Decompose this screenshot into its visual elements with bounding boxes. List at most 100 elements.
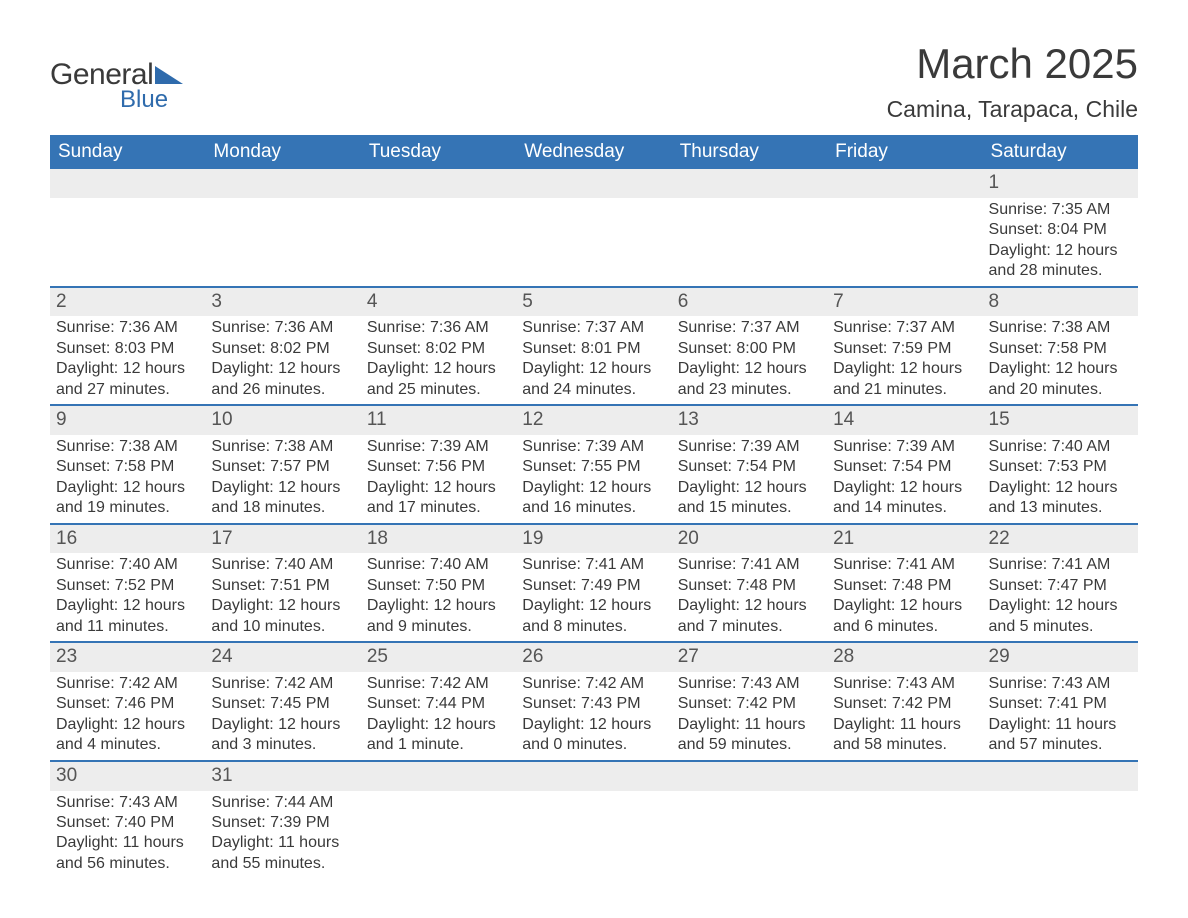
day-cell-header: 11 <box>361 405 516 435</box>
day-number: 9 <box>50 406 205 435</box>
day-cell-header: 19 <box>516 524 671 554</box>
day-number: 29 <box>983 643 1138 672</box>
daylight-line-1: Daylight: 11 hours <box>56 833 199 853</box>
day-number: 11 <box>361 406 516 435</box>
daylight-line-1: Daylight: 12 hours <box>211 359 354 379</box>
day-cell-body: Sunrise: 7:43 AMSunset: 7:41 PMDaylight:… <box>983 672 1138 761</box>
daylight-line-1: Daylight: 12 hours <box>56 478 199 498</box>
daylight-line-2: and 27 minutes. <box>56 380 199 400</box>
daylight-line-1: Daylight: 11 hours <box>833 715 976 735</box>
day-cell-header: 13 <box>672 405 827 435</box>
day-cell-header: 21 <box>827 524 982 554</box>
daylight-line-1: Daylight: 12 hours <box>367 715 510 735</box>
daylight-line-1: Daylight: 12 hours <box>211 596 354 616</box>
daylight-line-1: Daylight: 12 hours <box>833 359 976 379</box>
day-cell-body: Sunrise: 7:40 AMSunset: 7:50 PMDaylight:… <box>361 553 516 642</box>
sunset-line: Sunset: 7:53 PM <box>989 457 1132 477</box>
daynum-row: 23242526272829 <box>50 642 1138 672</box>
day-number: 26 <box>516 643 671 672</box>
sunrise-line: Sunrise: 7:37 AM <box>678 318 821 338</box>
logo-text-2: Blue <box>120 86 168 114</box>
day-cell-header <box>983 761 1138 791</box>
day-cell-body: Sunrise: 7:41 AMSunset: 7:48 PMDaylight:… <box>672 553 827 642</box>
daylight-line-2: and 20 minutes. <box>989 380 1132 400</box>
day-number <box>205 169 360 198</box>
daylight-line-1: Daylight: 12 hours <box>56 359 199 379</box>
day-cell-body: Sunrise: 7:36 AMSunset: 8:02 PMDaylight:… <box>205 316 360 405</box>
daylight-line-2: and 15 minutes. <box>678 498 821 518</box>
day-cell-header: 25 <box>361 642 516 672</box>
day-cell-body <box>983 791 1138 879</box>
day-cell-header: 20 <box>672 524 827 554</box>
day-number: 19 <box>516 525 671 554</box>
day-cell-header: 24 <box>205 642 360 672</box>
sunset-line: Sunset: 8:01 PM <box>522 339 665 359</box>
daylight-line-1: Daylight: 11 hours <box>989 715 1132 735</box>
daylight-line-2: and 9 minutes. <box>367 617 510 637</box>
day-cell-body: Sunrise: 7:44 AMSunset: 7:39 PMDaylight:… <box>205 791 360 879</box>
day-cell-header: 8 <box>983 287 1138 317</box>
day-number <box>516 762 671 791</box>
day-cell-body: Sunrise: 7:36 AMSunset: 8:02 PMDaylight:… <box>361 316 516 405</box>
day-number: 23 <box>50 643 205 672</box>
sunrise-line: Sunrise: 7:44 AM <box>211 793 354 813</box>
daylight-line-2: and 18 minutes. <box>211 498 354 518</box>
sunrise-line: Sunrise: 7:37 AM <box>833 318 976 338</box>
sunset-line: Sunset: 7:58 PM <box>56 457 199 477</box>
sunset-line: Sunset: 8:02 PM <box>367 339 510 359</box>
sunrise-line: Sunrise: 7:43 AM <box>678 674 821 694</box>
day-cell-header: 17 <box>205 524 360 554</box>
sunset-line: Sunset: 7:43 PM <box>522 694 665 714</box>
sunset-line: Sunset: 7:55 PM <box>522 457 665 477</box>
day-cell-body: Sunrise: 7:42 AMSunset: 7:46 PMDaylight:… <box>50 672 205 761</box>
sunset-line: Sunset: 7:52 PM <box>56 576 199 596</box>
day-number <box>983 762 1138 791</box>
daylight-line-1: Daylight: 12 hours <box>989 359 1132 379</box>
day-body-row: Sunrise: 7:43 AMSunset: 7:40 PMDaylight:… <box>50 791 1138 879</box>
day-cell-header <box>516 169 671 198</box>
day-number: 18 <box>361 525 516 554</box>
logo: General Blue <box>50 40 183 114</box>
sunrise-line: Sunrise: 7:38 AM <box>56 437 199 457</box>
day-number <box>361 169 516 198</box>
sunset-line: Sunset: 7:54 PM <box>833 457 976 477</box>
page-header: General Blue March 2025 Camina, Tarapaca… <box>50 40 1138 123</box>
title-block: March 2025 Camina, Tarapaca, Chile <box>887 40 1138 123</box>
daylight-line-2: and 16 minutes. <box>522 498 665 518</box>
sunrise-line: Sunrise: 7:41 AM <box>522 555 665 575</box>
sunrise-line: Sunrise: 7:39 AM <box>678 437 821 457</box>
weekday-header: Monday <box>205 135 360 169</box>
sunset-line: Sunset: 7:48 PM <box>833 576 976 596</box>
daylight-line-1: Daylight: 12 hours <box>678 596 821 616</box>
sunset-line: Sunset: 7:51 PM <box>211 576 354 596</box>
daylight-line-2: and 21 minutes. <box>833 380 976 400</box>
weekday-header: Friday <box>827 135 982 169</box>
day-number <box>672 169 827 198</box>
daylight-line-1: Daylight: 12 hours <box>367 359 510 379</box>
weekday-header-row: Sunday Monday Tuesday Wednesday Thursday… <box>50 135 1138 169</box>
sunset-line: Sunset: 8:02 PM <box>211 339 354 359</box>
sunset-line: Sunset: 7:50 PM <box>367 576 510 596</box>
daylight-line-2: and 55 minutes. <box>211 854 354 874</box>
day-cell-body: Sunrise: 7:38 AMSunset: 7:58 PMDaylight:… <box>50 435 205 524</box>
day-cell-header: 1 <box>983 169 1138 198</box>
day-cell-header: 14 <box>827 405 982 435</box>
day-cell-body: Sunrise: 7:39 AMSunset: 7:56 PMDaylight:… <box>361 435 516 524</box>
sunrise-line: Sunrise: 7:38 AM <box>989 318 1132 338</box>
sunrise-line: Sunrise: 7:35 AM <box>989 200 1132 220</box>
day-number: 5 <box>516 288 671 317</box>
sunset-line: Sunset: 7:42 PM <box>833 694 976 714</box>
day-cell-body: Sunrise: 7:42 AMSunset: 7:45 PMDaylight:… <box>205 672 360 761</box>
daylight-line-2: and 1 minute. <box>367 735 510 755</box>
sunrise-line: Sunrise: 7:40 AM <box>211 555 354 575</box>
sunrise-line: Sunrise: 7:42 AM <box>56 674 199 694</box>
daylight-line-2: and 4 minutes. <box>56 735 199 755</box>
sunrise-line: Sunrise: 7:43 AM <box>833 674 976 694</box>
day-cell-header <box>50 169 205 198</box>
day-number: 17 <box>205 525 360 554</box>
day-number <box>827 169 982 198</box>
daynum-row: 16171819202122 <box>50 524 1138 554</box>
day-number: 24 <box>205 643 360 672</box>
day-body-row: Sunrise: 7:35 AMSunset: 8:04 PMDaylight:… <box>50 198 1138 287</box>
day-number: 6 <box>672 288 827 317</box>
